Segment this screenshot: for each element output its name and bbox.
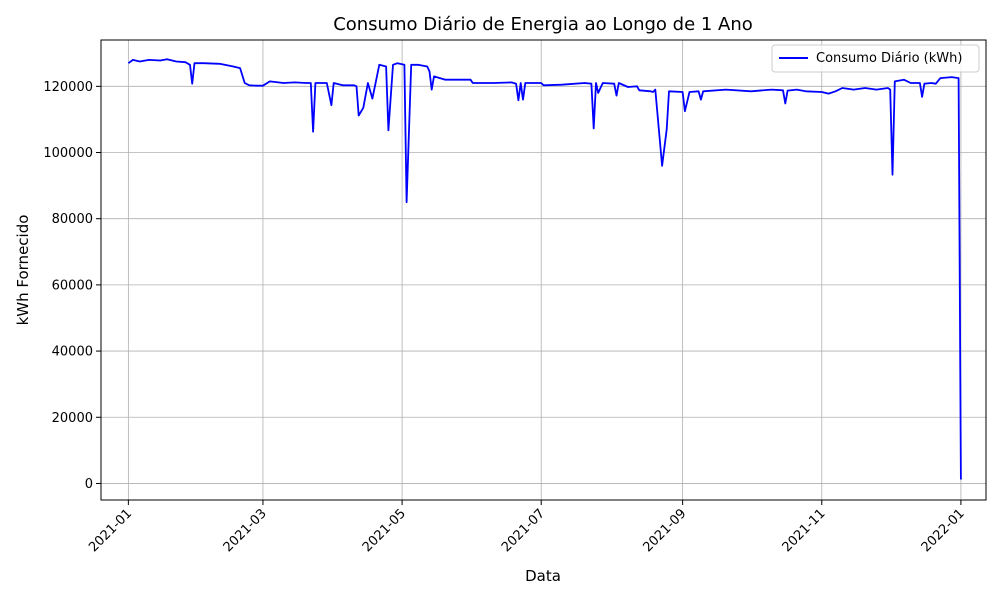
x-axis: 2021-01 2021-03 2021-05 2021-07 2021-09 2021-… — [86, 500, 968, 555]
y-tick-label: 100000 — [43, 146, 93, 161]
x-tick-label: 2021-03 — [221, 506, 270, 555]
plot-frame — [100, 39, 987, 501]
x-tick-label: 2021-01 — [86, 506, 135, 555]
y-axis: 0 20000 40000 60000 80000 100000 120000 — [43, 80, 101, 492]
x-axis-label: Data — [525, 567, 561, 585]
legend-box — [771, 44, 980, 73]
y-axis-label: kWh Fornecido — [14, 215, 32, 326]
grid — [101, 40, 986, 500]
y-tick-label: 80000 — [52, 212, 93, 227]
y-tick-label: 20000 — [52, 411, 93, 426]
series-layer — [127, 58, 962, 480]
y-tick-label: 0 — [85, 477, 93, 492]
x-tick-label: 2021-09 — [640, 506, 689, 555]
x-tick-label: 2021-05 — [360, 506, 409, 555]
x-tick-label: 2022-01 — [919, 506, 968, 555]
x-tick-label: 2021-07 — [499, 506, 548, 555]
y-tick-label: 120000 — [43, 80, 93, 95]
legend: Consumo Diário (kWh) — [771, 44, 980, 73]
legend-entry-label: Consumo Diário (kWh) — [816, 51, 962, 66]
series-line-consumo-diario — [127, 58, 962, 480]
x-tick-label: 2021-11 — [780, 506, 829, 555]
y-tick-label: 60000 — [52, 278, 93, 293]
chart-title: Consumo Diário de Energia ao Longo de 1 … — [333, 14, 753, 35]
y-tick-label: 40000 — [52, 345, 93, 360]
